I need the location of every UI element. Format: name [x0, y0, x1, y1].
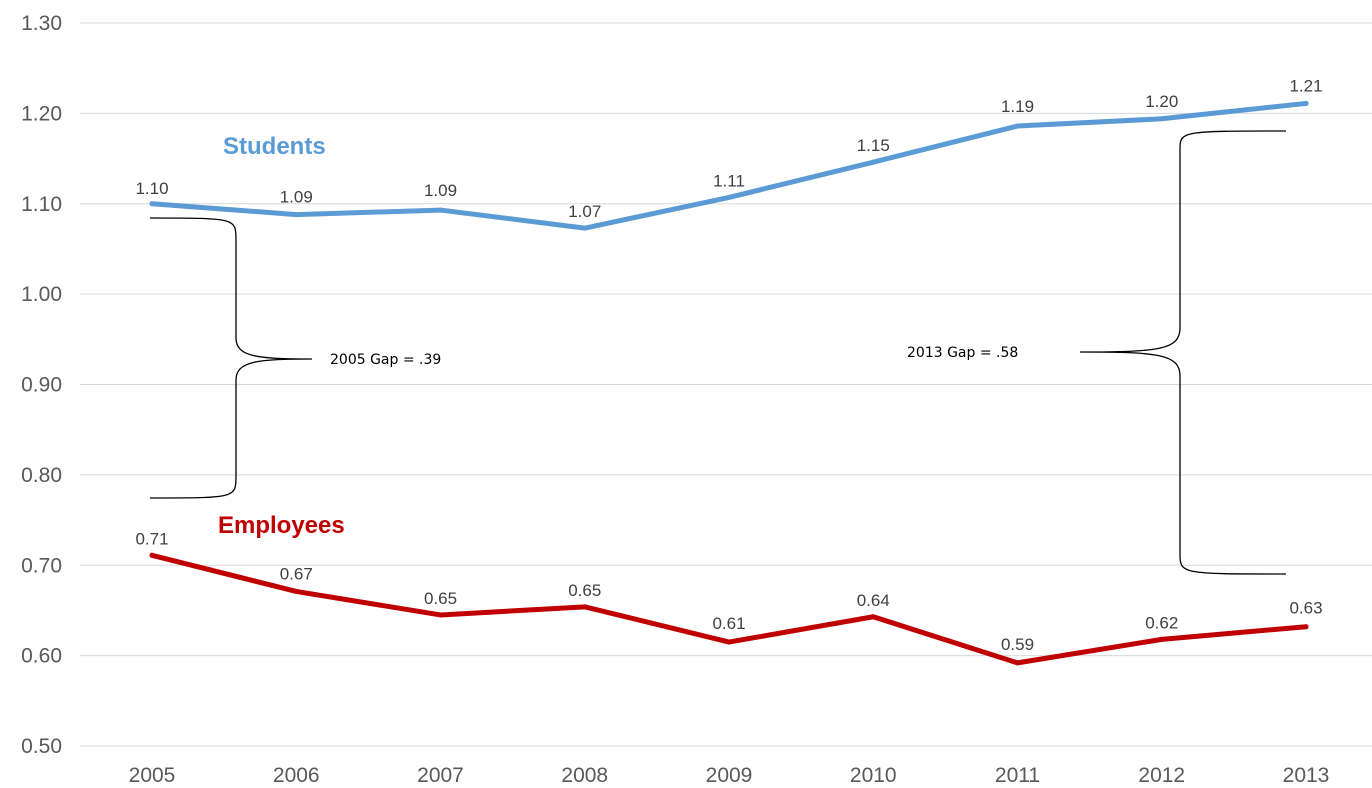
- data-label-employees: 0.67: [280, 564, 313, 583]
- data-label-employees: 0.71: [135, 529, 168, 548]
- data-label-students: 1.07: [568, 202, 601, 221]
- data-label-students: 1.15: [857, 136, 890, 155]
- data-point-students: [293, 212, 299, 218]
- gap-annotation-2013: 2013 Gap = .58: [907, 345, 1018, 361]
- data-label-students: 1.09: [424, 181, 457, 200]
- x-tick-label: 2006: [273, 764, 320, 787]
- x-axis-ticks: 2005 2006 2007 2008 2009 2010 2011 2012 2013: [129, 764, 1330, 787]
- gap-braces: 2005 Gap = .39 2013 Gap = .58: [149, 130, 1287, 575]
- data-point-students: [438, 207, 443, 213]
- data-point-students: [870, 159, 876, 165]
- data-label-employees: 0.63: [1289, 599, 1322, 618]
- y-tick-label: 0.60: [21, 645, 62, 668]
- y-tick-label: 1.20: [21, 102, 62, 125]
- series-line-students: [149, 100, 1309, 231]
- x-tick-label: 2009: [706, 764, 753, 787]
- data-label-employees: 0.65: [568, 581, 601, 600]
- x-tick-label: 2010: [850, 764, 897, 787]
- y-tick-label: 0.50: [21, 735, 62, 758]
- x-tick-label: 2008: [561, 764, 608, 787]
- data-point-students: [1159, 116, 1165, 122]
- y-tick-label: 0.80: [21, 464, 62, 487]
- series-line-employees: [149, 552, 1309, 666]
- gap-annotation-2005: 2005 Gap = .39: [330, 352, 441, 368]
- gap-brace-2005: [149, 217, 313, 499]
- data-point-students: [1015, 123, 1020, 129]
- data-label-employees: 0.61: [712, 614, 745, 633]
- series-label-students: Students: [223, 133, 326, 160]
- data-label-students: 1.10: [135, 179, 168, 198]
- x-tick-label: 2012: [1138, 764, 1185, 787]
- y-tick-label: 0.90: [21, 374, 62, 397]
- data-label-employees: 0.65: [424, 589, 457, 608]
- data-point-employees: [1159, 636, 1165, 642]
- data-label-students: 1.09: [280, 188, 313, 207]
- gridlines: [80, 22, 1372, 747]
- data-label-students: 1.20: [1145, 92, 1178, 111]
- x-tick-label: 2013: [1283, 764, 1330, 787]
- data-point-students: [149, 201, 155, 207]
- data-point-employees: [1303, 624, 1309, 630]
- x-tick-label: 2011: [995, 764, 1040, 787]
- data-point-students: [1303, 100, 1309, 106]
- data-point-employees: [582, 604, 588, 610]
- data-point-students: [582, 225, 588, 231]
- data-point-employees: [726, 639, 732, 645]
- data-label-students: 1.21: [1289, 76, 1322, 95]
- data-point-employees: [149, 552, 155, 558]
- series-lines: [149, 100, 1309, 666]
- data-label-students: 1.19: [1001, 97, 1034, 116]
- data-point-employees: [293, 588, 299, 594]
- data-labels: 1.10 1.09 1.09 1.07 1.11 1.15 1.19 1.20 1.21 0.71…: [135, 76, 1322, 653]
- x-tick-label: 2007: [417, 764, 464, 787]
- gap-brace-2013: [1079, 130, 1287, 575]
- data-label-employees: 0.64: [857, 591, 890, 610]
- data-point-employees: [438, 612, 443, 618]
- y-axis-ticks: 0.50 0.60 0.70 0.80 0.90 1.00 1.10 1.20 1.30: [21, 12, 62, 758]
- y-tick-label: 1.30: [21, 12, 62, 35]
- data-label-employees: 0.59: [1001, 635, 1034, 654]
- data-point-students: [726, 194, 732, 200]
- y-tick-label: 1.10: [21, 193, 62, 216]
- data-label-students: 1.11: [713, 171, 745, 190]
- x-tick-label: 2005: [129, 764, 176, 787]
- data-point-employees: [1015, 660, 1020, 666]
- data-label-employees: 0.62: [1145, 613, 1178, 632]
- data-point-employees: [870, 614, 876, 620]
- series-label-employees: Employees: [218, 512, 345, 539]
- y-tick-label: 1.00: [21, 283, 62, 306]
- y-tick-label: 0.70: [21, 554, 62, 577]
